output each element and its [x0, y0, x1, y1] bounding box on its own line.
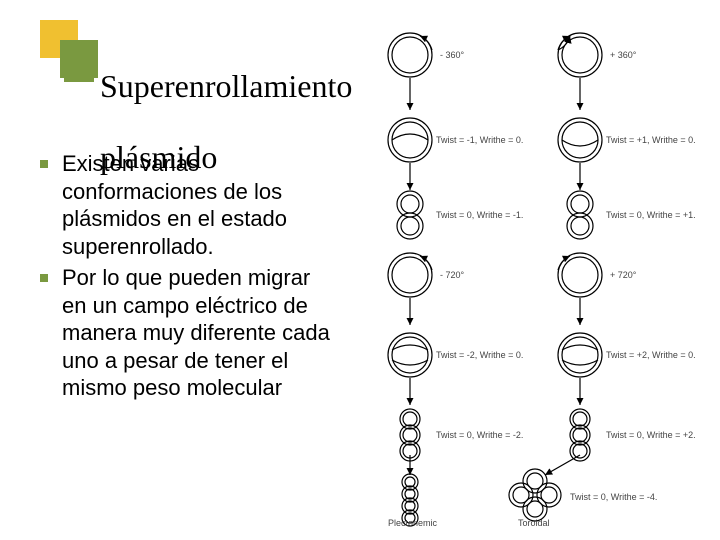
label-left-360: - 360°	[440, 50, 465, 60]
bullet-icon	[40, 274, 48, 282]
list-item: Por lo que pueden migrar en un campo elé…	[40, 264, 330, 402]
label-wr-l1: Twist = 0, Writhe = -1.	[436, 210, 523, 220]
bullet-icon	[40, 160, 48, 168]
supercoiling-diagram: - 360° + 360° Twist = -1, Writhe = 0. Tw…	[340, 10, 710, 530]
label-right-360: + 360°	[610, 50, 637, 60]
label-wr-l2: Twist = 0, Writhe = -2.	[436, 430, 523, 440]
label-left-720: - 720°	[440, 270, 465, 280]
label-plectonemic: Plectonemic	[388, 518, 438, 528]
list-item: Existen varias conformaciones de los plá…	[40, 150, 330, 260]
label-toroidal: Toroidal	[518, 518, 550, 528]
label-tw-l1: Twist = -1, Writhe = 0.	[436, 135, 523, 145]
label-wr-r2: Twist = 0, Writhe = +2.	[606, 430, 696, 440]
bullet-text-1: Existen varias conformaciones de los plá…	[62, 150, 330, 260]
label-wr-r1: Twist = 0, Writhe = +1.	[606, 210, 696, 220]
label-tw-l2: Twist = -2, Writhe = 0.	[436, 350, 523, 360]
bullet-text-2: Por lo que pueden migrar en un campo elé…	[62, 264, 330, 402]
label-tw-r1: Twist = +1, Writhe = 0.	[606, 135, 696, 145]
title-line1: Superenrollamiento	[100, 68, 352, 104]
label-bottom-value: Twist = 0, Writhe = -4.	[570, 492, 657, 502]
label-right-720: + 720°	[610, 270, 637, 280]
bullet-list: Existen varias conformaciones de los plá…	[40, 150, 330, 406]
label-tw-r2: Twist = +2, Writhe = 0.	[606, 350, 696, 360]
